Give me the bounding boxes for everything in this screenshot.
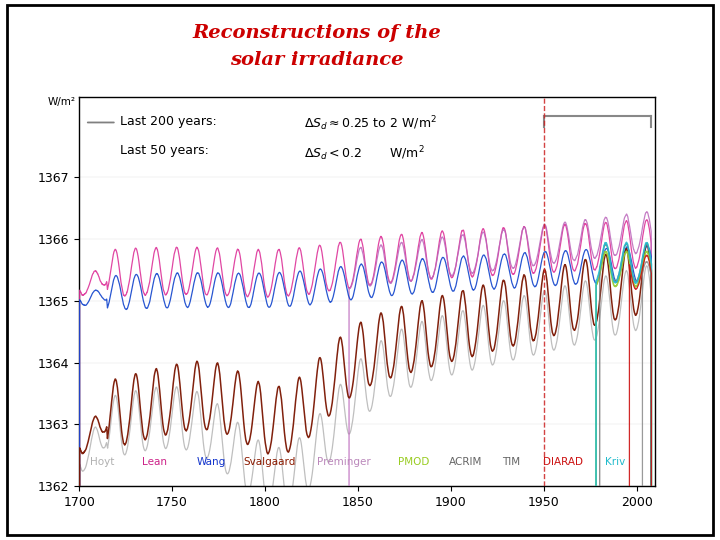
Text: Svalgaard: Svalgaard	[243, 456, 295, 467]
Text: Wang: Wang	[197, 456, 226, 467]
Text: W/m²: W/m²	[48, 97, 76, 107]
Text: solar irradiance: solar irradiance	[230, 51, 403, 69]
Text: $\Delta S_d \approx 0.25\ \mathrm{to}\ 2\ \mathrm{W/m}^2$: $\Delta S_d \approx 0.25\ \mathrm{to}\ 2…	[304, 114, 437, 133]
Text: PMOD: PMOD	[397, 456, 429, 467]
Text: Preminger: Preminger	[318, 456, 371, 467]
Text: Hoyt: Hoyt	[90, 456, 114, 467]
Text: DIARAD: DIARAD	[543, 456, 583, 467]
Text: Last 50 years:: Last 50 years:	[120, 144, 208, 157]
Text: Kriv: Kriv	[605, 456, 625, 467]
Text: ACRIM: ACRIM	[449, 456, 482, 467]
Text: Lean: Lean	[142, 456, 166, 467]
Text: TIM: TIM	[502, 456, 521, 467]
Text: Reconstructions of the: Reconstructions of the	[192, 24, 441, 42]
Text: $\Delta S_d < 0.2\quad\quad\ \mathrm{W/m}^2$: $\Delta S_d < 0.2\quad\quad\ \mathrm{W/m…	[304, 144, 425, 163]
Text: Last 200 years:: Last 200 years:	[120, 114, 216, 127]
